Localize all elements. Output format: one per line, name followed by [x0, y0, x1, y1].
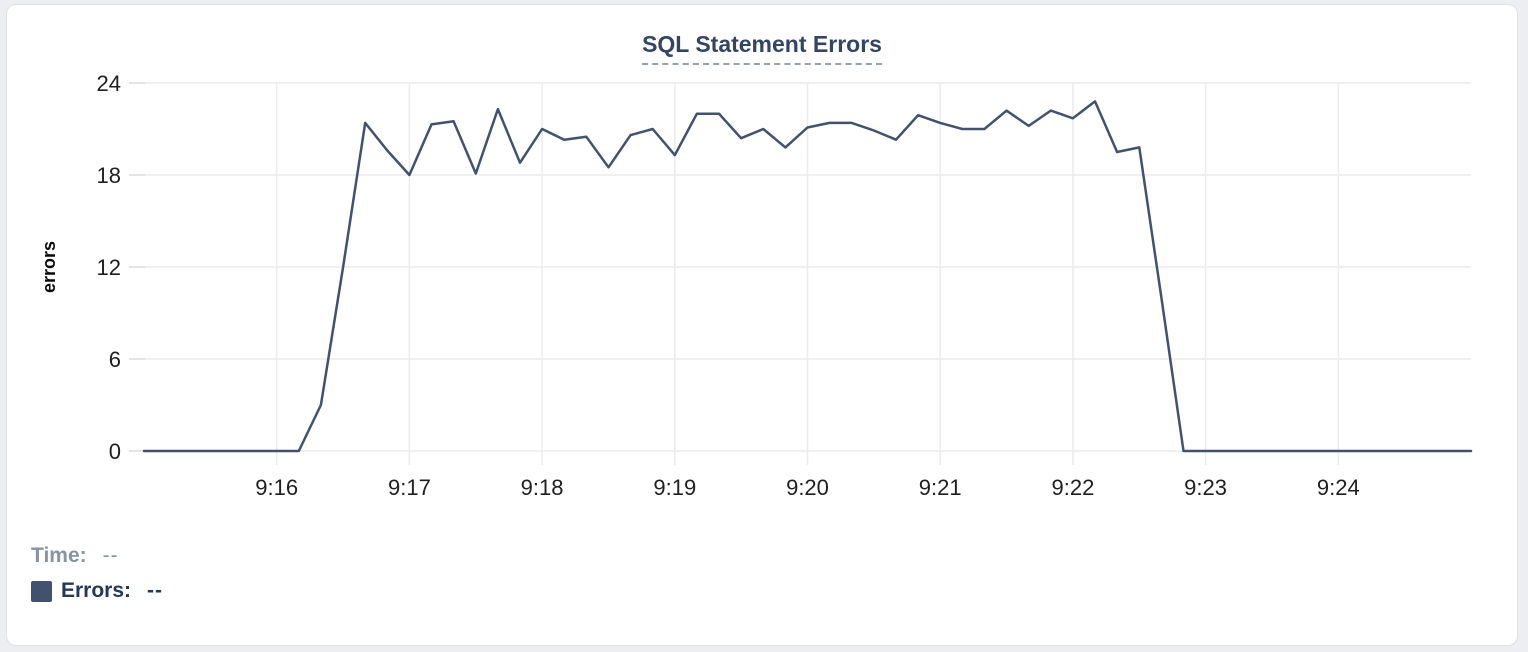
y-tick-label: 6: [109, 347, 121, 372]
x-tick-label: 9:24: [1317, 475, 1360, 500]
x-tick-label: 9:16: [255, 475, 298, 500]
y-tick-label: 18: [97, 163, 121, 188]
chart-title-wrap: SQL Statement Errors: [7, 31, 1517, 65]
x-tick-label: 9:20: [786, 475, 829, 500]
legend-time-row: Time: --: [31, 543, 163, 569]
x-tick-label: 9:21: [919, 475, 962, 500]
x-tick-label: 9:17: [388, 475, 431, 500]
legend-errors-value: --: [147, 579, 164, 602]
errors-series-line: [142, 100, 1473, 453]
hover-legend: Time: -- Errors: --: [31, 543, 163, 613]
y-tick-label: 24: [97, 71, 121, 96]
y-tick-label: 0: [109, 439, 121, 464]
x-tick-label: 9:23: [1184, 475, 1227, 500]
x-tick-label: 9:22: [1051, 475, 1094, 500]
y-axis-title: errors: [39, 241, 59, 293]
legend-errors-row: Errors: --: [31, 578, 163, 604]
legend-time-value: --: [102, 544, 119, 567]
errors-series-swatch-icon: [31, 580, 52, 602]
x-tick-label: 9:19: [653, 475, 696, 500]
x-tick-label: 9:18: [521, 475, 564, 500]
chart-title[interactable]: SQL Statement Errors: [642, 31, 882, 65]
y-tick-label: 12: [97, 255, 121, 280]
legend-errors-label: Errors:: [61, 579, 132, 602]
errors-line-chart: 0 6 12 18 24 9:16 9:17 9:18 9:19 9:20 9:21 9:22 9:23…: [39, 71, 1473, 500]
legend-time-label: Time:: [31, 544, 87, 567]
chart-card: SQL Statement Errors 0 6 12 18 24 9:16 9:17 9:1…: [6, 4, 1518, 646]
